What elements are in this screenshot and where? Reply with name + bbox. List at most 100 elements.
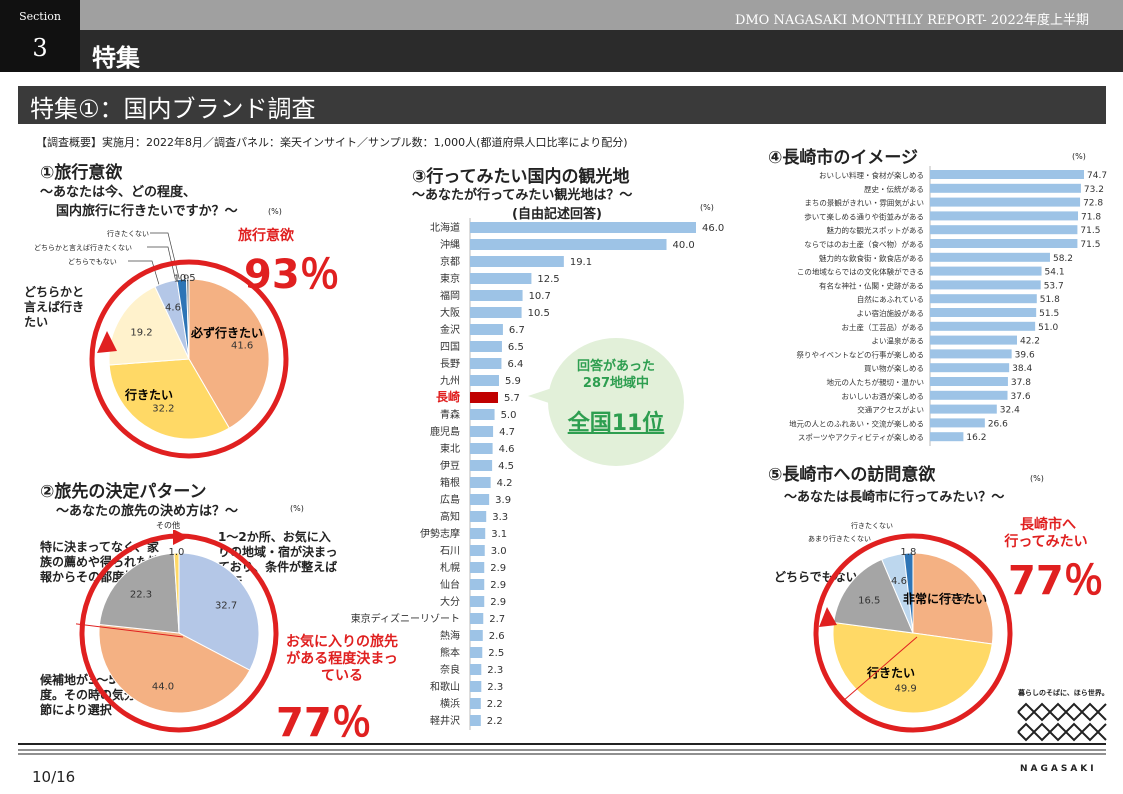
sec4-value-label: 72.8 <box>1083 199 1103 209</box>
sec2-other-label: その他 <box>156 521 180 530</box>
sec1-outer-label: どちらかと言えば行きたい <box>24 285 85 329</box>
sec3-callout-rank: 全国11位 <box>567 411 665 436</box>
header-bottom-bar <box>80 30 1123 72</box>
sec3-value-label: 2.6 <box>489 631 505 642</box>
sec2-pie-chart: 32.7 44.0 22.3 1.0 <box>76 530 279 733</box>
sec3-value-label: 12.5 <box>537 274 559 285</box>
sec1-subtitle2: 国内旅行に行きたいですか？～ <box>56 204 238 219</box>
sec5-subtitle: ～あなたは長崎市に行ってみたい？～ <box>784 490 1005 505</box>
logo-wordmark: NAGASAKI <box>1020 764 1097 774</box>
sec3-value-label: 2.3 <box>487 682 503 693</box>
sec3-category-label: 広島 <box>440 493 460 506</box>
sec1-slice <box>188 278 270 429</box>
sec4-category-label: スポーツやアクティビティが楽しめる <box>798 432 924 442</box>
sec4-value-label: 32.4 <box>1000 406 1020 416</box>
sec1-slice <box>108 285 190 366</box>
sec3-title: ③行ってみたい国内の観光地 <box>412 167 630 187</box>
sec3-value-label: 40.0 <box>673 240 695 251</box>
sec3-bar <box>470 613 484 624</box>
sec3-value-label: 3.3 <box>492 512 508 523</box>
sec3-value-label: 3.9 <box>495 495 511 506</box>
sec1-slice <box>185 278 190 360</box>
sec1-slice <box>108 358 230 440</box>
nagasaki-logo-mark <box>1017 702 1107 742</box>
sec3-bar <box>470 273 532 284</box>
sec4-value-label: 73.2 <box>1084 185 1104 195</box>
sec3-bar <box>470 358 502 369</box>
sec3-unit: (%) <box>700 203 714 212</box>
sec3-category-label: 奈良 <box>440 663 460 676</box>
sec3-category-label: 高知 <box>440 510 460 523</box>
sec2-note-undecided: 特に決まってなく、家族の薦めや得られた情報からその都度検討 <box>40 540 161 584</box>
sec3-bar-chart: 北海道 46.0 沖縄 40.0 京都 19.1 東京 12.5 福岡 10.7 大阪 10.5 金沢 6… <box>351 218 724 730</box>
sec2-slice <box>98 623 251 714</box>
sec4-bar <box>930 363 1010 373</box>
sec5-label-rather-not: あまり行きたくない <box>808 535 871 543</box>
sec4-bar <box>930 390 1008 400</box>
sec3-callout-pointer <box>528 388 552 404</box>
sec2-red-label: お気に入りの旅先がある程度決まっている <box>286 634 398 684</box>
sec3-category-label: 四国 <box>440 341 460 353</box>
title-bar <box>18 86 1106 124</box>
sec1-value-label: 1.9 <box>174 273 190 284</box>
sec5-red-label2: 行ってみたい <box>1004 534 1088 550</box>
sec4-bar <box>930 197 1081 207</box>
sec2-value-label: 22.3 <box>130 589 152 600</box>
sec4-value-label: 37.6 <box>1011 392 1031 402</box>
sec3-value-label: 19.1 <box>570 257 592 268</box>
sec3-value-label: 2.7 <box>489 614 505 625</box>
sec3-value-label: 6.7 <box>509 325 525 336</box>
sec4-bar <box>930 377 1008 386</box>
sec3-category-label: 青森 <box>440 408 460 421</box>
sec4-category-label: よい宿泊施設がある <box>857 308 925 318</box>
sec4-bar <box>930 280 1041 290</box>
sec3-callout-line1: 回答があった <box>576 359 655 374</box>
sec1-label-neither: どちらでもない <box>68 258 117 266</box>
sec5-arrowhead <box>819 607 837 627</box>
sec5-outer-ring <box>813 533 1013 733</box>
sec5-slice <box>903 552 914 634</box>
sec3-bar <box>470 426 494 437</box>
sec4-value-label: 42.2 <box>1020 337 1040 347</box>
sec3-category-label: 長野 <box>440 358 460 370</box>
sec4-category-label: 自然にあふれている <box>857 294 924 304</box>
sec4-bar-chart: おいしい料理・食材が楽しめる 74.7 歴史・伝統がある 73.2 まちの景観がきれい・… <box>789 166 1107 446</box>
sec3-category-label: 東京ディズニーリゾート <box>351 612 460 625</box>
sec3-category-label: 北海道 <box>430 221 460 234</box>
sec4-bar <box>930 252 1050 262</box>
sec3-subtitle: ～あなたが行ってみたい観光地は？～ <box>412 188 633 203</box>
sec4-unit: (%) <box>1072 152 1086 161</box>
sec3-value-label: 2.5 <box>488 648 504 659</box>
sec4-value-label: 38.4 <box>1012 364 1032 374</box>
sec3-bar <box>470 375 499 386</box>
sec4-title: ④長崎市のイメージ <box>768 148 919 168</box>
sec2-value-label: 44.0 <box>152 682 174 693</box>
sec4-bar <box>930 349 1012 359</box>
sec3-category-label: 京都 <box>440 255 460 268</box>
sec4-bar <box>930 321 1036 331</box>
footer-rules <box>18 743 1106 755</box>
sec5-value-label: 4.6 <box>891 576 907 587</box>
sec3-category-label: 横浜 <box>440 697 460 710</box>
page-number: 10/16 <box>32 768 76 786</box>
sec3-category-label: 九州 <box>440 375 460 387</box>
sec5-slice <box>912 552 994 645</box>
sec2-title: ②旅先の決定パターン <box>40 482 207 502</box>
sec4-value-label: 39.6 <box>1015 350 1035 360</box>
sec1-value-label: 4.6 <box>165 302 181 313</box>
sec4-value-label: 58.2 <box>1053 254 1073 264</box>
sec3-category-label: 札幌 <box>440 561 460 574</box>
sec3-value-label: 2.9 <box>490 563 506 574</box>
sec3-value-label: 4.7 <box>499 427 515 438</box>
sec2-slice <box>178 552 260 671</box>
sec3-bar <box>470 511 487 522</box>
sec3-value-label: 5.0 <box>501 410 517 421</box>
sec3-category-label: 仙台 <box>440 578 460 591</box>
sec5-value-label: 16.5 <box>858 596 880 607</box>
sec3-bar <box>470 647 483 658</box>
sec3-category-label: 伊豆 <box>440 460 460 472</box>
sec3-callout-line2: 287地域中 <box>582 376 650 391</box>
